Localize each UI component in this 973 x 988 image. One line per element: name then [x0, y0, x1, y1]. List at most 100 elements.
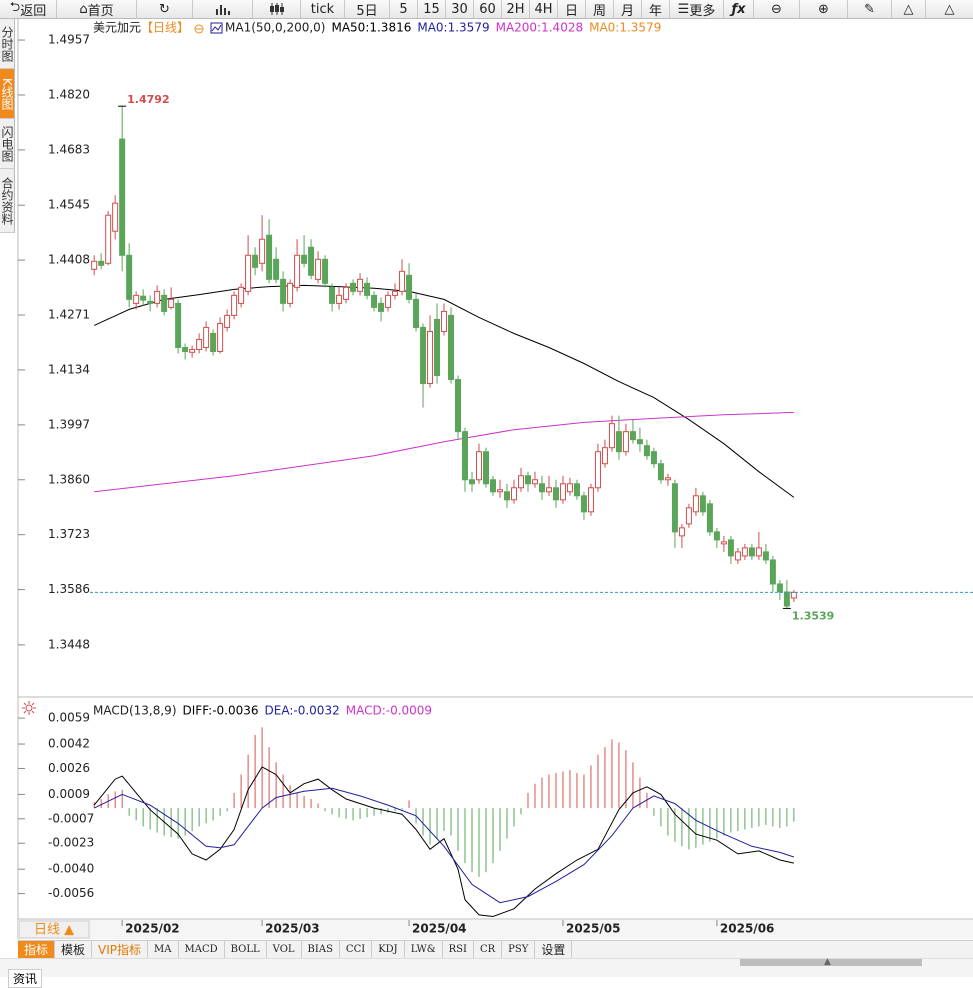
- indicator-label: MA1(50,0,200,0): [225, 21, 325, 35]
- candle-body: [783, 591, 790, 607]
- indicator-tab[interactable]: VOL: [267, 941, 302, 958]
- period-button[interactable]: 30: [446, 0, 474, 18]
- y-tick-label: -0.0056: [48, 886, 94, 900]
- indicator-line: [93, 787, 795, 904]
- indicator-tab[interactable]: LW&: [405, 941, 443, 958]
- indicator-tab[interactable]: BOLL: [225, 941, 267, 958]
- period-label[interactable]: 日线 ▲: [34, 923, 74, 938]
- candle-body: [601, 447, 608, 465]
- candle-body: [420, 326, 427, 385]
- candle-body: [280, 278, 287, 304]
- indicator-tab[interactable]: VIP指标: [92, 941, 149, 958]
- zoom-out-button[interactable]: ⊖: [754, 0, 800, 18]
- indicator-tab[interactable]: CCI: [340, 941, 373, 958]
- legend-item: MACD:-0.0009: [346, 704, 432, 718]
- button-label[interactable]: 返回: [20, 3, 47, 19]
- candle-body: [91, 260, 98, 270]
- indicator-tab[interactable]: 指标: [18, 941, 56, 958]
- indicator-tab[interactable]: MA: [148, 941, 179, 958]
- formula-button[interactable]: ƒx: [724, 0, 754, 18]
- candle-body: [399, 270, 406, 292]
- y-tick-label: -0.0040: [48, 862, 94, 876]
- candle-body: [517, 475, 524, 489]
- side-tab[interactable]: 分时图: [0, 19, 15, 69]
- indicator-tab[interactable]: PSY: [502, 941, 536, 958]
- candle-body: [594, 451, 601, 489]
- shape-button[interactable]: △: [944, 1, 955, 17]
- side-tab[interactable]: 合约资料: [0, 169, 15, 233]
- indicator-tab[interactable]: MACD: [179, 941, 225, 958]
- candle-body: [175, 302, 182, 348]
- period-button[interactable]: 月: [614, 0, 642, 18]
- candle-body: [154, 290, 161, 304]
- candle-body: [769, 559, 776, 585]
- period-button[interactable]: 周: [586, 0, 614, 18]
- candle-body: [622, 431, 629, 453]
- period-button[interactable]: 5日: [345, 0, 390, 18]
- time-axis-bg: [18, 920, 973, 939]
- indicator-tab[interactable]: BIAS: [302, 941, 340, 958]
- indicator-tab[interactable]: CR: [474, 941, 503, 958]
- button-label[interactable]: 首页: [87, 3, 114, 19]
- candle-body: [636, 439, 643, 445]
- candle-body: [552, 487, 559, 501]
- period-button[interactable]: [18, 920, 90, 939]
- candle-body: [266, 234, 273, 280]
- candle-body: [378, 302, 385, 312]
- candle-body: [210, 332, 217, 352]
- candle-body: [678, 527, 685, 537]
- candle-body: [580, 495, 587, 513]
- footer-tab[interactable]: 资讯: [8, 969, 43, 988]
- indicator-line: [94, 411, 794, 493]
- y-tick-label: 0.0026: [48, 761, 90, 775]
- candle-body: [203, 326, 210, 348]
- y-tick-label: 1.3723: [48, 527, 90, 541]
- candle-body: [762, 551, 769, 561]
- indicator-tab[interactable]: 设置: [535, 941, 573, 958]
- y-tick-label: 1.3448: [48, 637, 90, 651]
- period-button[interactable]: 年: [642, 0, 670, 18]
- candle-button[interactable]: [253, 0, 301, 18]
- indicator-tab[interactable]: KDJ: [372, 941, 405, 958]
- candle-body: [741, 547, 748, 557]
- period-button[interactable]: 15: [418, 0, 446, 18]
- candle-body: [357, 278, 364, 292]
- period-button[interactable]: 60: [474, 0, 502, 18]
- indicator-line: [93, 766, 795, 918]
- candle-body: [699, 495, 706, 513]
- button-label[interactable]: 更多: [689, 3, 716, 19]
- high-label: 1.4792: [127, 93, 169, 106]
- candle-body: [727, 539, 734, 557]
- period-button[interactable]: 4H: [530, 0, 558, 18]
- draw-button[interactable]: ✎: [848, 0, 892, 18]
- shape-button[interactable]: △: [892, 0, 926, 18]
- y-tick-label: 1.4271: [48, 308, 90, 322]
- period-label: 【日线】: [141, 21, 189, 35]
- legend-item: MA50:1.3816: [331, 21, 411, 35]
- side-tab[interactable]: K线图: [0, 69, 15, 119]
- refresh-button[interactable]: ↻: [137, 0, 193, 18]
- indicator-tab[interactable]: RSI: [443, 941, 474, 958]
- candle-body: [587, 487, 594, 513]
- indicator-tab[interactable]: 模板: [55, 941, 93, 958]
- home-button[interactable]: ⌂ 首页: [57, 0, 137, 18]
- candle-body: [469, 479, 476, 485]
- legend-item: MA0:1.3579: [417, 21, 489, 35]
- side-tab[interactable]: 闪电图: [0, 119, 15, 169]
- period-button[interactable]: 2H: [502, 0, 530, 18]
- period-button[interactable]: 5: [390, 0, 418, 18]
- y-tick-label: 1.4683: [48, 142, 90, 156]
- back-button[interactable]: ⮌ 返回: [0, 0, 57, 18]
- x-tick-label: 2025/06: [720, 922, 774, 936]
- scroll-arrow[interactable]: ▲: [824, 957, 831, 967]
- period-button[interactable]: tick: [301, 0, 345, 18]
- period-button[interactable]: 日: [558, 0, 586, 18]
- candle-body: [476, 451, 483, 481]
- more-button[interactable]: ☰ 更多: [670, 0, 724, 18]
- chart-type-button[interactable]: [193, 0, 253, 18]
- zoom-in-button[interactable]: ⊕: [800, 0, 848, 18]
- scroll-thumb[interactable]: [740, 959, 922, 966]
- y-tick-label: 0.0042: [48, 737, 90, 751]
- candle-body: [238, 286, 245, 304]
